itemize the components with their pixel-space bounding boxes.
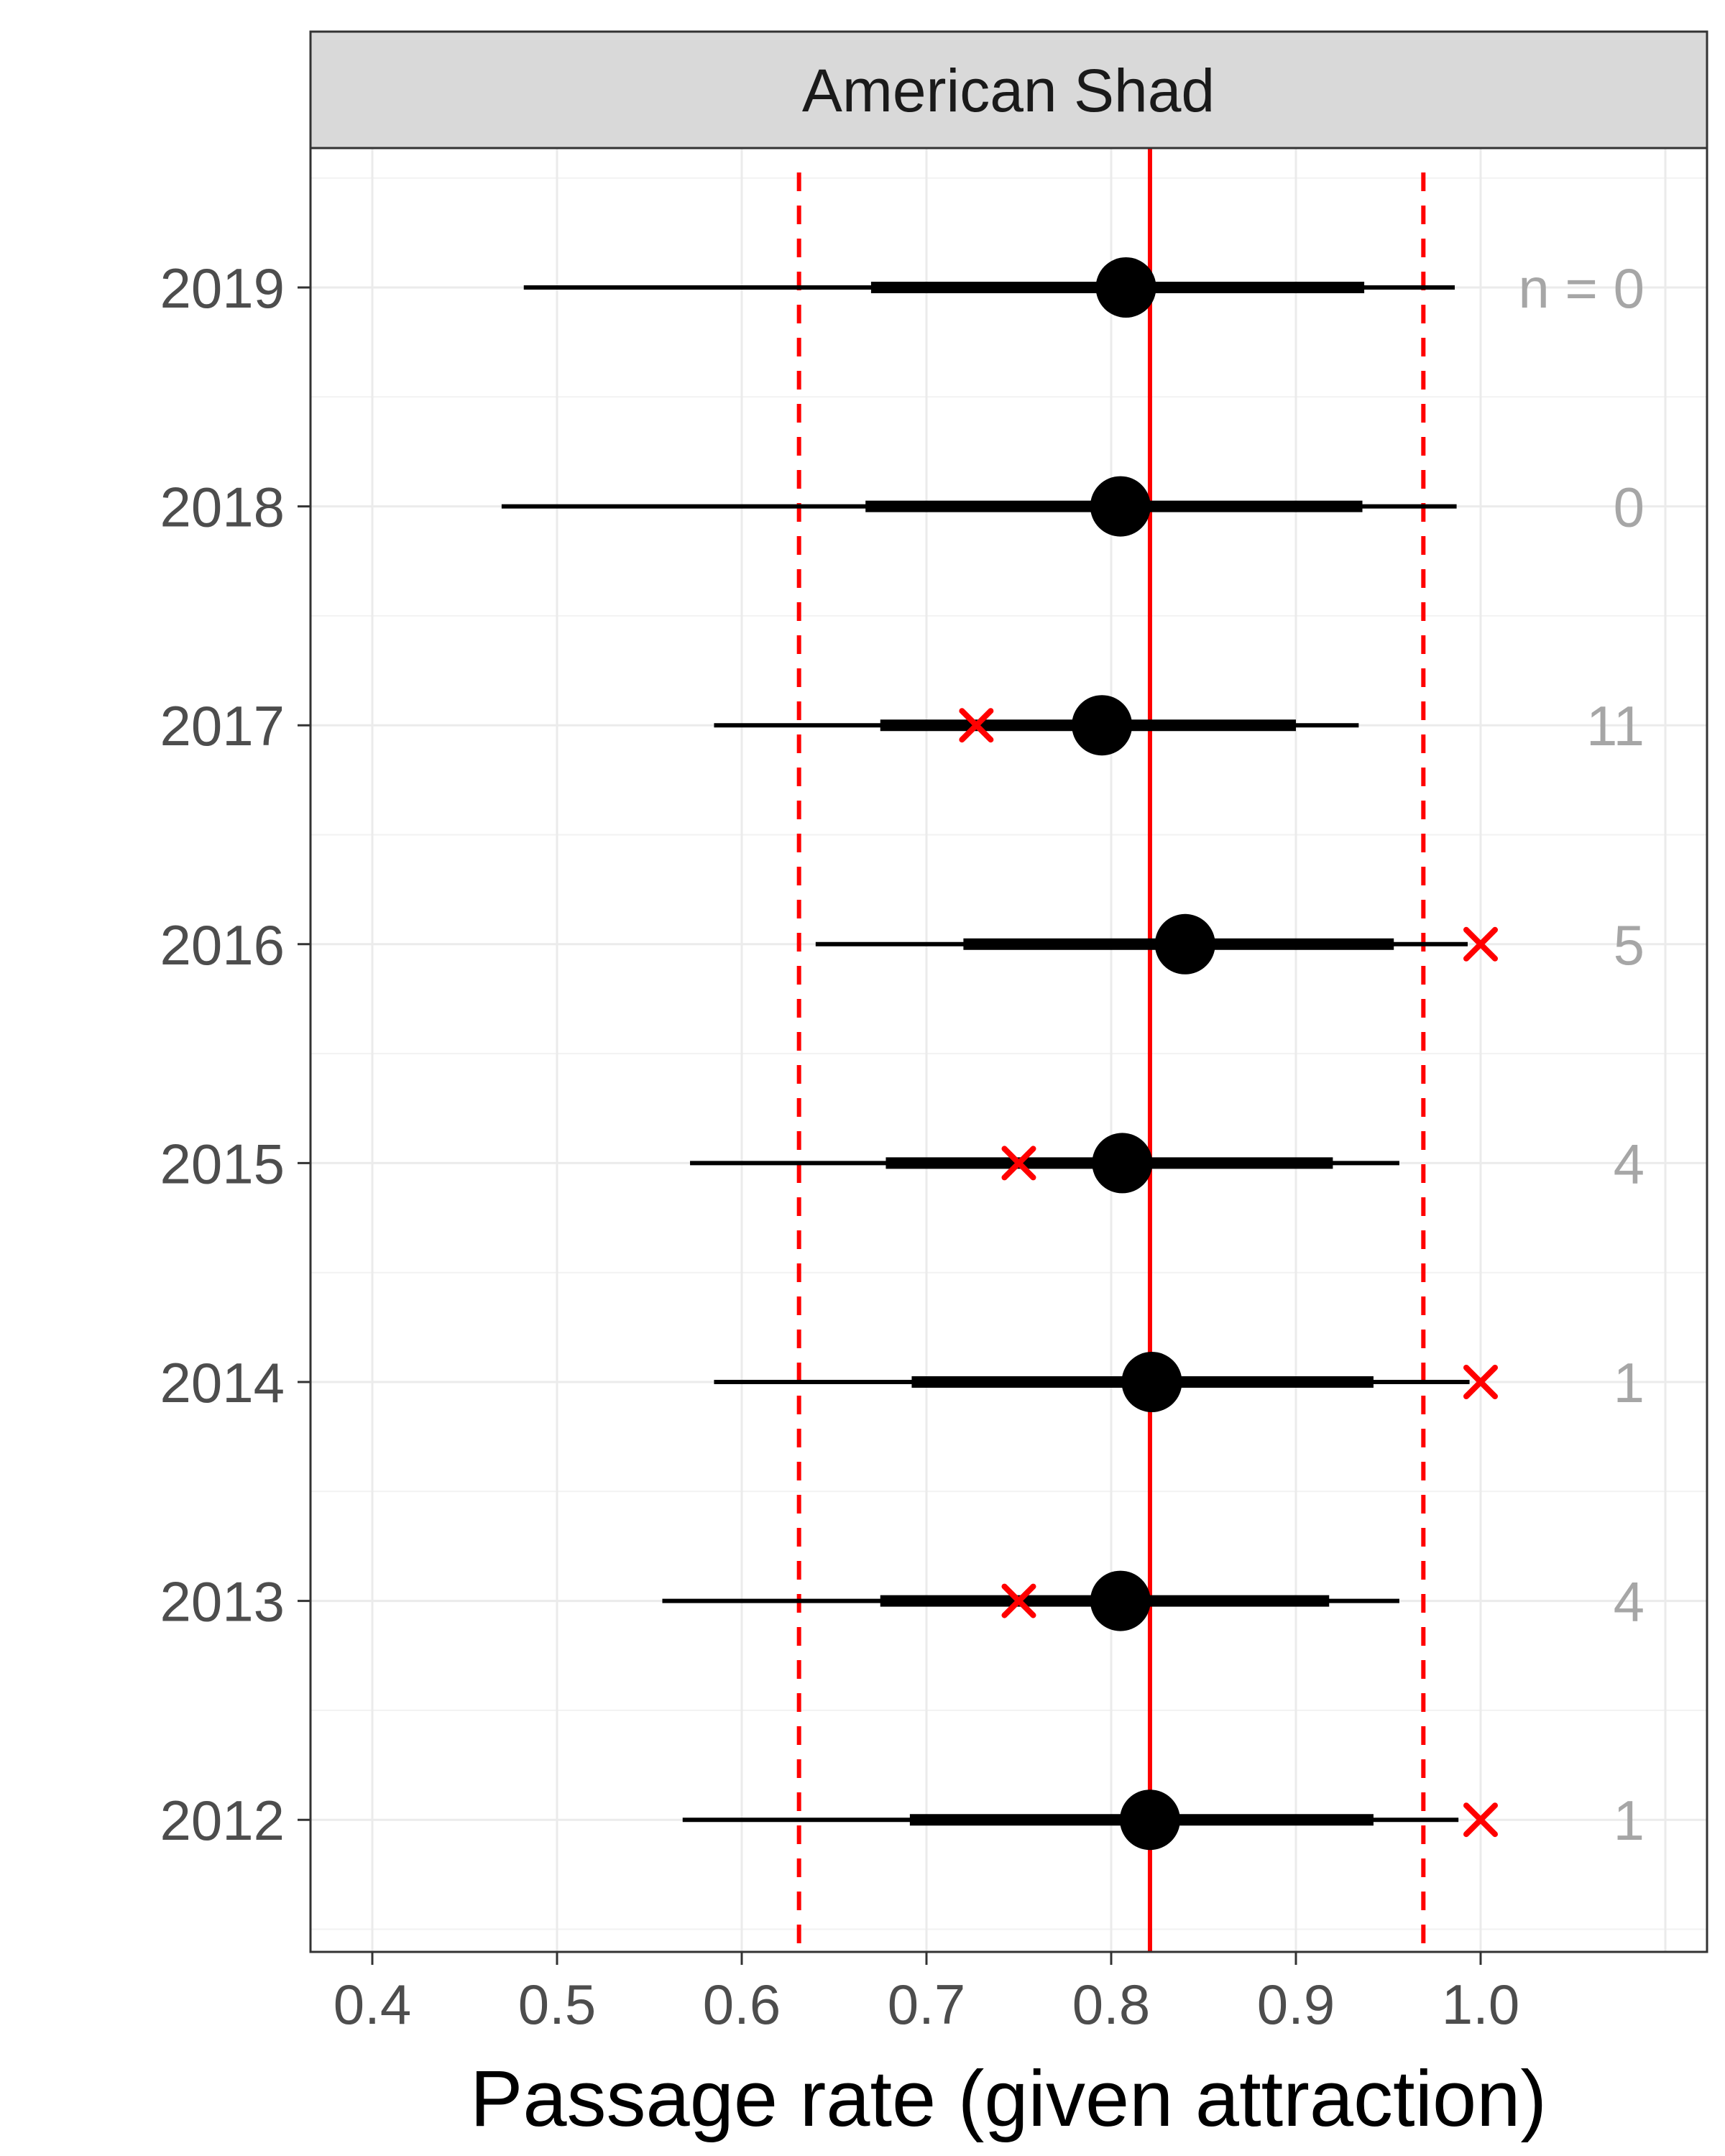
y-tick-label: 2013 (160, 1570, 285, 1634)
sample-size-label: 0 (1614, 476, 1644, 539)
observed-marker (1463, 926, 1498, 962)
x-tick-label: 0.8 (1072, 1973, 1150, 2036)
y-tick-label: 2014 (160, 1351, 285, 1414)
sample-size-labels: n = 0 0 11 5 4 1 4 1 (1518, 257, 1644, 1852)
observed-marker-stroke (1001, 1146, 1036, 1181)
x-tick-label: 0.4 (334, 1973, 411, 2036)
reference-lines (796, 148, 1426, 1952)
estimate-points (1072, 257, 1215, 1851)
estimate-point (1121, 1352, 1182, 1412)
observed-markers (959, 708, 1498, 1838)
estimate-point (1072, 695, 1133, 756)
facet-strip-title: American Shad (802, 57, 1215, 124)
estimate-point (1090, 1570, 1151, 1631)
observed-marker (1001, 1583, 1036, 1618)
estimate-point (1095, 257, 1156, 318)
observed-marker-stroke (1001, 1583, 1036, 1618)
estimate-point (1092, 1133, 1153, 1194)
sample-size-label: 11 (1586, 694, 1644, 757)
y-tick-label: 2018 (160, 476, 285, 539)
facet-strip (309, 30, 1708, 149)
sample-size-label: n = 0 (1518, 257, 1644, 320)
sample-size-label: 4 (1614, 1570, 1644, 1634)
y-axis: 2019 2018 2017 2016 2015 2014 2013 2012 (160, 257, 310, 1852)
observed-marker-stroke (959, 708, 994, 743)
sample-size-label: 4 (1614, 1132, 1644, 1195)
y-tick-label: 2015 (160, 1132, 285, 1195)
major-grid-x (371, 148, 1667, 1952)
sample-size-label: 1 (1614, 1351, 1644, 1414)
x-tick-label: 0.5 (518, 1973, 596, 2036)
x-tick-label: 0.7 (888, 1973, 965, 2036)
y-tick-label: 2016 (160, 913, 285, 977)
panel-background (310, 148, 1707, 1952)
y-tick-label: 2012 (160, 1789, 285, 1852)
observed-marker (959, 708, 994, 743)
observed-marker (1463, 1802, 1498, 1838)
observed-marker-stroke (1463, 926, 1498, 962)
y-tick-label: 2017 (160, 694, 285, 757)
estimate-point (1090, 476, 1151, 537)
observed-marker (1001, 1146, 1036, 1181)
observed-marker-stroke (1463, 1802, 1498, 1838)
x-tick-label: 0.6 (703, 1973, 781, 2036)
x-tick-label: 0.9 (1257, 1973, 1335, 2036)
observed-marker (1463, 1365, 1498, 1399)
estimate-point (1119, 1789, 1180, 1851)
minor-grid-y (310, 177, 1707, 1930)
x-tick-label: 1.0 (1442, 1973, 1519, 2036)
sample-size-label: 5 (1614, 913, 1644, 977)
y-tick-label: 2019 (160, 257, 285, 320)
observed-marker-stroke (1463, 1365, 1498, 1399)
x-axis: 0.4 0.5 0.6 0.7 0.8 0.9 1.0 (334, 1952, 1519, 2036)
sample-size-label: 1 (1614, 1789, 1644, 1852)
x-axis-title: Passage rate (given attraction) (470, 2055, 1547, 2143)
estimate-point (1154, 913, 1215, 975)
